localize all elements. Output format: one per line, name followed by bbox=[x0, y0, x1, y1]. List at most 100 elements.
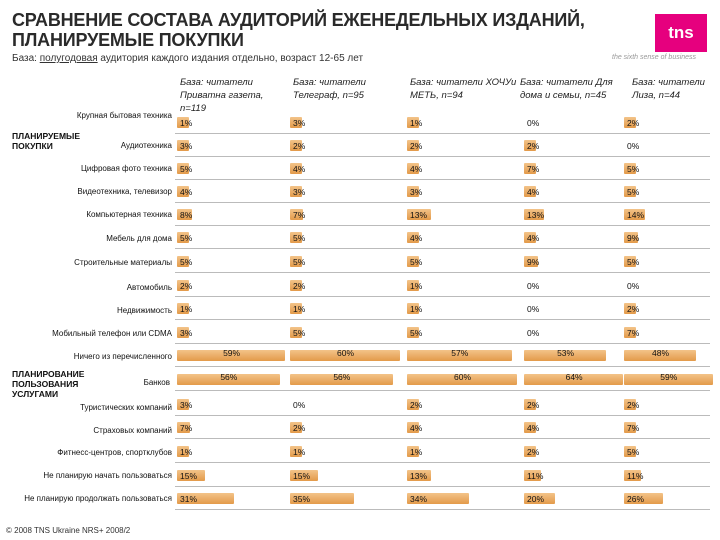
data-label: 2% bbox=[627, 118, 640, 128]
bar bbox=[407, 186, 419, 197]
row-divider bbox=[175, 343, 710, 344]
data-label: 2% bbox=[180, 281, 193, 291]
bar bbox=[407, 303, 419, 314]
data-label: 5% bbox=[627, 447, 640, 457]
data-label: 5% bbox=[627, 164, 640, 174]
bar bbox=[177, 209, 192, 220]
row-divider bbox=[175, 272, 710, 273]
row-divider bbox=[175, 133, 710, 134]
row-divider bbox=[175, 179, 710, 180]
bar bbox=[624, 186, 636, 197]
bar bbox=[177, 399, 189, 410]
row-label: Строительные материалы bbox=[74, 258, 172, 267]
bar bbox=[524, 163, 536, 174]
data-label: 4% bbox=[180, 187, 193, 197]
bar bbox=[177, 327, 189, 338]
bar bbox=[407, 163, 419, 174]
row-label: Мебель для дома bbox=[106, 234, 172, 243]
subtitle: База: полугодовая аудитория каждого изда… bbox=[12, 53, 363, 64]
row-label: Мобильный телефон или CDMA bbox=[52, 329, 172, 338]
data-label: 57% bbox=[451, 348, 469, 358]
bar bbox=[624, 493, 663, 504]
row-label: Автомобиль bbox=[126, 283, 172, 292]
data-label: 1% bbox=[410, 304, 423, 314]
bar bbox=[290, 493, 355, 504]
data-label: 5% bbox=[293, 328, 306, 338]
data-label: 5% bbox=[410, 257, 423, 267]
data-label: 20% bbox=[527, 494, 545, 504]
subtitle-underlined: полугодовая bbox=[39, 53, 98, 64]
data-label: 2% bbox=[627, 304, 640, 314]
data-label: 7% bbox=[627, 423, 640, 433]
row-divider bbox=[175, 296, 710, 297]
bar bbox=[624, 470, 641, 481]
bar bbox=[407, 374, 517, 385]
data-label: 1% bbox=[293, 447, 306, 457]
data-label: 5% bbox=[180, 233, 193, 243]
data-label: 0% bbox=[527, 328, 540, 338]
data-label: 2% bbox=[410, 141, 423, 151]
data-label: 59% bbox=[660, 372, 678, 382]
bar bbox=[290, 163, 302, 174]
bar bbox=[524, 374, 624, 385]
row-divider bbox=[175, 462, 710, 463]
data-label: 8% bbox=[180, 210, 193, 220]
data-label: 15% bbox=[180, 471, 198, 481]
bar bbox=[407, 117, 419, 128]
data-label: 2% bbox=[527, 400, 540, 410]
data-label: 2% bbox=[293, 141, 306, 151]
logo-tagline: the sixth sense of business bbox=[612, 54, 697, 61]
data-label: 11% bbox=[527, 471, 544, 481]
bar bbox=[624, 350, 696, 361]
bar bbox=[624, 446, 636, 457]
bar bbox=[407, 399, 419, 410]
data-label: 4% bbox=[527, 233, 540, 243]
bar bbox=[624, 256, 636, 267]
row-divider bbox=[175, 156, 710, 157]
section-label-1: ПЛАНИРОВАНИЕ ПОЛЬЗОВАНИЯ УСЛУГАМИ bbox=[12, 369, 85, 399]
data-label: 0% bbox=[527, 304, 540, 314]
bar bbox=[524, 399, 536, 410]
bar bbox=[177, 422, 190, 433]
subtitle-rest: аудитория каждого издания отдельно, возр… bbox=[97, 53, 364, 64]
bar bbox=[524, 209, 545, 220]
data-label: 5% bbox=[293, 257, 306, 267]
data-label: 0% bbox=[527, 118, 540, 128]
data-label: 5% bbox=[180, 257, 193, 267]
bar bbox=[524, 422, 536, 433]
data-label: 31% bbox=[180, 494, 198, 504]
row-label: Не планирую продолжать пользоваться bbox=[24, 494, 172, 503]
bar bbox=[524, 140, 536, 151]
data-label: 3% bbox=[180, 141, 193, 151]
data-label: 3% bbox=[180, 328, 193, 338]
row-label: Крупная бытовая техника bbox=[76, 111, 172, 120]
tns-logo: tns bbox=[655, 14, 707, 52]
row-divider bbox=[175, 415, 710, 416]
data-label: 26% bbox=[627, 494, 645, 504]
data-label: 2% bbox=[293, 281, 306, 291]
data-label: 13% bbox=[410, 471, 428, 481]
row-label: Ничего из перечисленного bbox=[73, 352, 172, 361]
data-label: 7% bbox=[180, 423, 193, 433]
bar bbox=[407, 446, 419, 457]
data-label: 7% bbox=[293, 210, 306, 220]
data-label: 4% bbox=[410, 423, 423, 433]
column-header-2: База: читатели ХОЧУи МЕТЬ, n=94 bbox=[410, 77, 517, 101]
bar bbox=[290, 303, 302, 314]
row-divider bbox=[175, 438, 710, 439]
bar bbox=[624, 327, 636, 338]
data-label: 3% bbox=[410, 187, 423, 197]
bar bbox=[624, 209, 645, 220]
row-label: Фитнесс-центров, спортклубов bbox=[57, 448, 172, 457]
data-label: 2% bbox=[527, 141, 540, 151]
data-label: 3% bbox=[293, 187, 306, 197]
row-label: Не планирую начать пользоваться bbox=[43, 471, 172, 480]
data-label: 0% bbox=[293, 400, 306, 410]
data-label: 1% bbox=[180, 118, 193, 128]
row-divider bbox=[175, 202, 710, 203]
bar bbox=[290, 117, 302, 128]
bar bbox=[177, 256, 189, 267]
data-label: 2% bbox=[627, 400, 640, 410]
bar bbox=[624, 303, 636, 314]
data-label: 1% bbox=[410, 118, 423, 128]
